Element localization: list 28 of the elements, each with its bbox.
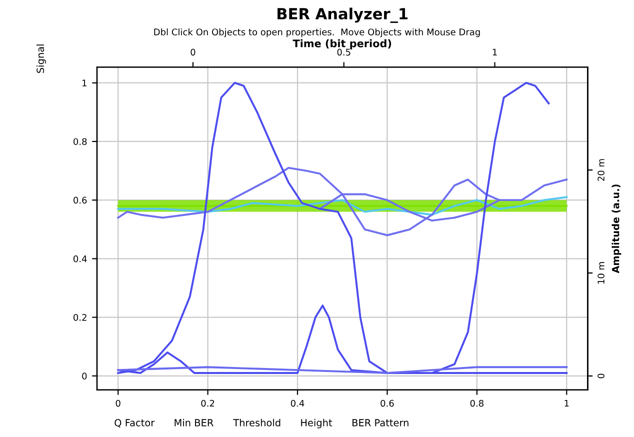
y-tick-label: 0: [82, 372, 87, 380]
y-tick-label: 0.2: [74, 314, 86, 321]
x-tick-label: 0.4: [290, 400, 304, 407]
text: Threshold: [233, 418, 280, 426]
x-tick-label: 0: [116, 400, 120, 407]
y-tick-label: 0.4: [74, 255, 87, 262]
x-tick-label: 0.2: [201, 400, 214, 407]
x-tick-label: 0.6: [380, 400, 394, 407]
y2-tick-label: 20 m: [598, 159, 604, 181]
x-tick-label: 1: [564, 400, 569, 407]
text: Height: [301, 418, 332, 428]
y-tick-label: 0.6: [74, 196, 87, 204]
y2-tick-label: 0: [598, 374, 604, 378]
y-tick-label: 1: [82, 80, 86, 86]
chart-title: BER Analyzer_1: [278, 8, 408, 23]
y2-tick-label: 10 m: [598, 262, 604, 284]
x2-tick-label: 0: [190, 48, 196, 56]
x-tick-label: 0.8: [470, 400, 484, 407]
text: Signal: [36, 44, 46, 73]
text: Min BER: [174, 418, 214, 426]
y-tick-label: 0.8: [74, 138, 87, 146]
y2-axis-title: Amplitude (a.u.): [612, 184, 622, 274]
text: Q Factor: [114, 419, 155, 428]
x2-axis-title: Time (bit period): [292, 39, 392, 50]
text: BER Pattern: [352, 419, 408, 426]
x2-tick-label: 0.5: [337, 48, 350, 56]
chart-subtitle: Dbl Click On Objects to open properties. Move Objects with Mouse Drag: [154, 28, 480, 38]
x2-tick-label: 1: [492, 48, 497, 56]
